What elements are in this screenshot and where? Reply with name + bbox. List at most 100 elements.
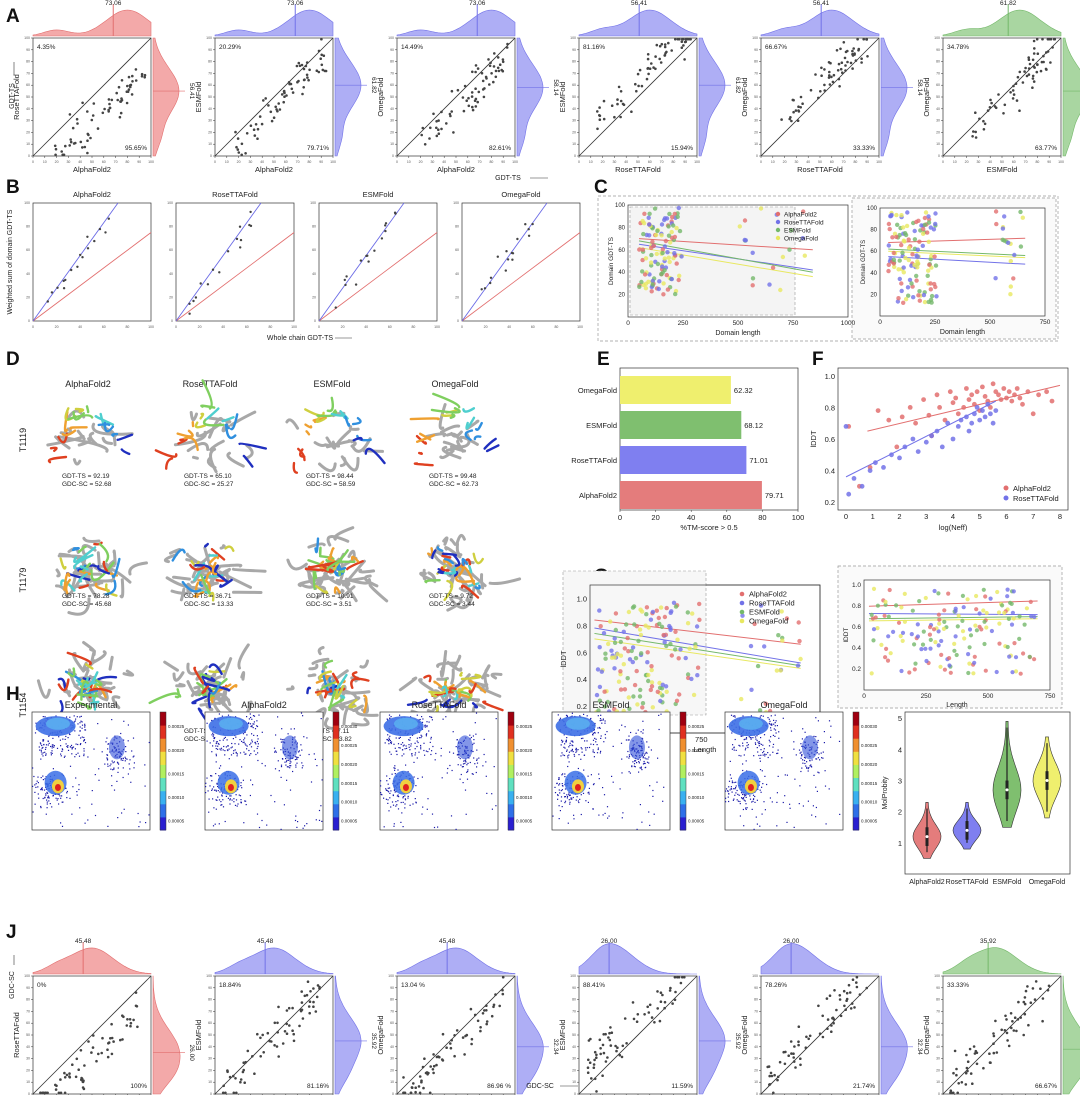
G-left-data-point — [596, 708, 601, 713]
G-left-data-point — [632, 622, 637, 627]
H-density-dot — [557, 798, 559, 800]
H-density-dot — [84, 729, 87, 731]
D-reference-strand — [63, 689, 71, 695]
A-data-point — [317, 49, 321, 53]
G-left-data-point — [752, 621, 757, 627]
C-right-data-point — [896, 296, 901, 301]
C-right-data-point — [896, 267, 901, 272]
D-reference-strand — [333, 526, 355, 541]
B-ytick-label: 20 — [26, 295, 30, 299]
H-density-dot — [106, 737, 108, 739]
H-density-dot — [640, 767, 642, 769]
J-data-point — [1023, 1012, 1027, 1016]
J-plot-4 — [759, 942, 913, 1095]
H-density-dot — [255, 753, 257, 756]
H-density-dot — [380, 792, 382, 794]
C-right-data-point — [933, 211, 938, 216]
A-data-point — [856, 37, 859, 41]
C-left-data-point — [670, 214, 675, 220]
A-ytick-label: 60 — [572, 83, 576, 87]
H-colorbar-segment — [160, 738, 166, 752]
C-left-zoom-region — [629, 206, 796, 316]
H-density-dot — [246, 716, 248, 718]
F-xtick-label: 4 — [951, 512, 955, 521]
A-xtick-label: 40 — [260, 160, 264, 164]
G-right-data-point — [919, 647, 924, 652]
F-point-RoseTTAFold — [964, 414, 969, 420]
J-ytick-label: 0 — [28, 1092, 30, 1095]
H-density-dot — [562, 773, 564, 775]
H-density-dot — [77, 743, 79, 746]
H-density-dot — [241, 740, 243, 742]
H-colorbar-tick: 0.00010 — [688, 795, 705, 800]
F-point-AlphaFold2 — [950, 400, 956, 406]
H-density-dot — [418, 737, 421, 739]
H-density-dot — [592, 739, 595, 741]
H-density-dot — [48, 800, 50, 802]
H-density-dot — [606, 731, 608, 733]
J-data-point — [586, 1066, 590, 1069]
A-data-point — [616, 98, 619, 101]
J-data-point — [676, 975, 679, 979]
H-density-dot — [128, 763, 130, 765]
G-right-data-point — [875, 603, 881, 608]
panel-letter-C: C — [594, 177, 608, 198]
H-density-dot — [653, 813, 655, 815]
A-data-point — [264, 97, 268, 100]
H-density-dot — [258, 826, 261, 829]
G-left-data-point — [649, 684, 655, 689]
A-xtick-label: 30 — [612, 160, 616, 164]
H-density-dot — [393, 767, 395, 769]
B-xtick-label: 40 — [507, 325, 511, 329]
F-xtick-label: 0 — [844, 512, 848, 521]
C-left-data-point — [653, 232, 659, 238]
H-density-dot — [41, 787, 43, 789]
H-density-dot — [641, 769, 643, 771]
D-prediction-strand — [441, 554, 452, 559]
A-data-point — [437, 128, 440, 131]
A-data-point — [467, 104, 471, 108]
H-density-dot — [106, 759, 109, 761]
G-right-data-point — [915, 622, 920, 627]
H-density-dot — [296, 756, 298, 758]
A-ytick-label: 10 — [754, 142, 758, 146]
H-density-dot — [808, 767, 810, 769]
B-data-point — [384, 222, 388, 225]
H-density-dot — [388, 737, 390, 739]
A-data-point — [997, 93, 1000, 96]
H-density-dot — [242, 741, 244, 744]
H-density-dot — [576, 796, 578, 798]
C-right-data-point — [906, 257, 911, 263]
D-reference-strand — [456, 439, 465, 453]
G-left-data-point — [675, 637, 680, 642]
H-colorbar-segment — [508, 777, 514, 792]
A-data-point — [256, 137, 259, 140]
H-beta-core — [565, 717, 590, 730]
A-data-point — [598, 106, 601, 109]
J-data-point — [663, 1000, 667, 1004]
A-xtick-label: 0 — [32, 160, 34, 164]
H-density-dot — [463, 760, 465, 762]
J-data-point — [1003, 1029, 1007, 1032]
H-density-dot — [621, 724, 623, 726]
G-left-data-point — [795, 663, 801, 668]
H-colorbar-segment — [680, 738, 686, 752]
H-density-dot — [648, 746, 650, 748]
B-data-point — [384, 224, 387, 227]
G-right-data-point — [917, 599, 922, 604]
J-top-density — [32, 947, 152, 975]
J-ytick-label: 70 — [26, 1009, 30, 1013]
H-density-dot — [62, 749, 64, 751]
J-data-point — [1022, 1000, 1026, 1004]
A-data-point — [809, 88, 813, 92]
G-left-data-point — [648, 687, 653, 693]
H-density-dot — [113, 768, 115, 770]
G-legend-label: RoseTTAFold — [749, 599, 795, 608]
A-data-point — [320, 53, 324, 57]
H-density-dot — [226, 749, 229, 751]
J-data-point — [821, 1035, 825, 1039]
H-density-dot — [568, 794, 570, 797]
H-density-dot — [402, 796, 404, 798]
H-density-dot — [563, 754, 566, 757]
H-density-dot — [213, 734, 215, 736]
